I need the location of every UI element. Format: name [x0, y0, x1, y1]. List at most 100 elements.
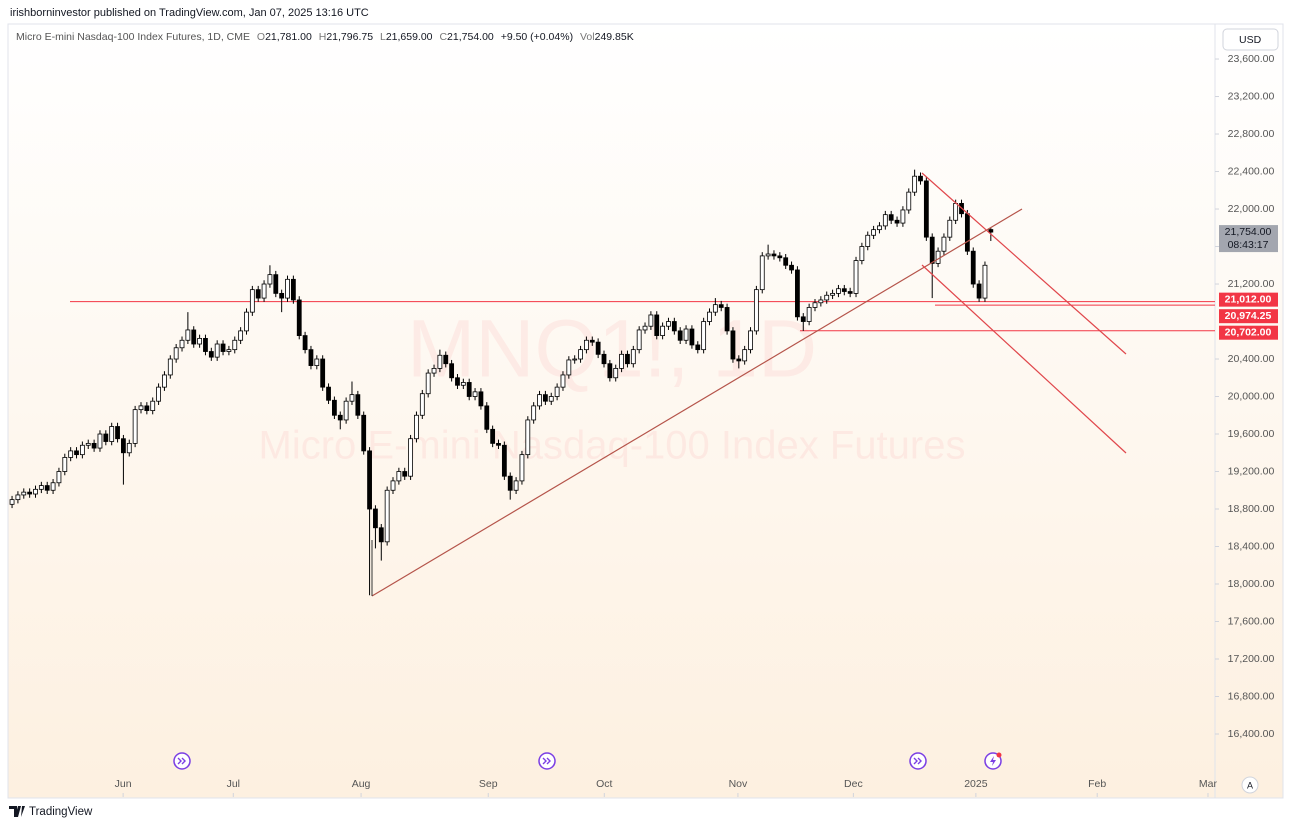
candle-body [302, 335, 308, 351]
candle-body [449, 363, 455, 379]
candle-body [953, 202, 959, 221]
candle-body [900, 209, 906, 224]
price-line-label-box [1219, 309, 1278, 324]
candle-body [185, 329, 191, 341]
candle-body [21, 491, 27, 496]
candle-body [437, 354, 443, 369]
candle-body [501, 444, 507, 477]
candle-body [121, 438, 126, 454]
candle-body [923, 180, 929, 238]
candle-body [261, 283, 267, 299]
candle-body [771, 253, 777, 257]
candle-body [232, 339, 238, 351]
candle-body [460, 382, 466, 386]
x-tick-label: Sep [479, 778, 498, 790]
candle-body [572, 358, 578, 361]
y-tick-label: 20,400.00 [1228, 353, 1275, 365]
candle-body [636, 329, 642, 351]
event-icons [173, 752, 1002, 770]
candle-body [982, 264, 988, 299]
event-icon[interactable] [909, 752, 927, 770]
candle-body [513, 480, 519, 491]
candle-body [707, 311, 712, 322]
candle-body [56, 471, 62, 484]
candle-body [759, 255, 765, 291]
symbol-title: Micro E-mini Nasdaq-100 Index Futures, 1… [16, 31, 250, 43]
candle-body [478, 391, 484, 407]
candle-body [777, 255, 783, 259]
event-icon[interactable] [173, 752, 191, 770]
candle-body [349, 394, 355, 402]
candle-body [484, 405, 490, 430]
candle-body [255, 289, 261, 299]
candle-body [197, 337, 202, 345]
y-tick-label: 21,200.00 [1228, 278, 1275, 290]
candle-body [203, 337, 208, 352]
candle-body [537, 394, 542, 407]
x-tick-label: Feb [1088, 778, 1106, 790]
candle-body [736, 358, 742, 362]
x-tick-label: Nov [729, 778, 748, 790]
candle-body [964, 213, 970, 252]
candle-body [601, 353, 607, 365]
candle-body [742, 349, 748, 362]
y-tick-label: 20,000.00 [1228, 390, 1275, 402]
candle-body [373, 508, 378, 529]
candle-body [249, 289, 255, 313]
footer-logo: TradingView [9, 806, 93, 818]
candle-body [496, 442, 501, 446]
x-tick-label: Dec [844, 778, 863, 790]
candle-body [490, 428, 496, 444]
candle-body [431, 367, 437, 374]
candle-body [115, 426, 120, 440]
candle-body [800, 316, 806, 322]
candle-body [783, 257, 789, 266]
auto-scale-button[interactable] [1241, 776, 1259, 794]
candle-body [560, 374, 566, 388]
candle-body [220, 343, 226, 352]
legend-value: 21,754.00 [447, 31, 494, 43]
candle-body [753, 289, 759, 332]
candle-body [214, 343, 220, 358]
candle-body [238, 330, 244, 341]
currency-button[interactable] [1222, 28, 1279, 51]
candle-body [730, 330, 736, 360]
candle-body [877, 225, 882, 231]
candle-body [85, 442, 91, 446]
candle-body [841, 288, 847, 292]
candle-body [91, 442, 97, 449]
candle-body [355, 394, 361, 416]
candle-body [859, 246, 865, 261]
candle-body [472, 391, 478, 397]
candle-body [695, 344, 701, 351]
price-line-label: 20,702.00 [1225, 326, 1272, 338]
candle-body [929, 236, 935, 264]
event-icon[interactable] [984, 752, 1002, 770]
candle-body [865, 234, 871, 247]
x-tick-label: Mar [1199, 778, 1218, 790]
candle-body [326, 386, 331, 401]
y-tick-label: 18,400.00 [1228, 540, 1275, 552]
legend-value: 21,659.00 [386, 31, 433, 43]
y-tick-label: 18,800.00 [1228, 503, 1275, 515]
candle-body [542, 394, 548, 402]
candle-body [613, 367, 619, 379]
candle-body [795, 269, 800, 318]
candle-body [179, 339, 185, 349]
candle-body [578, 349, 583, 360]
legend-change: +9.50 (+0.04%) [501, 31, 573, 43]
candle-body [396, 471, 402, 482]
drawings [371, 172, 1127, 597]
candle-body [642, 325, 648, 331]
candle-body [244, 311, 249, 332]
candle-body [765, 253, 771, 257]
candle-body [390, 480, 396, 491]
event-icon[interactable] [538, 752, 556, 770]
x-tick-label: Oct [596, 778, 612, 790]
candle-body [519, 454, 525, 482]
candle-body [671, 321, 677, 332]
candle-body [830, 292, 835, 296]
candle-body [619, 353, 624, 369]
candle-body [314, 358, 320, 366]
y-tick-label: 22,400.00 [1228, 165, 1275, 177]
